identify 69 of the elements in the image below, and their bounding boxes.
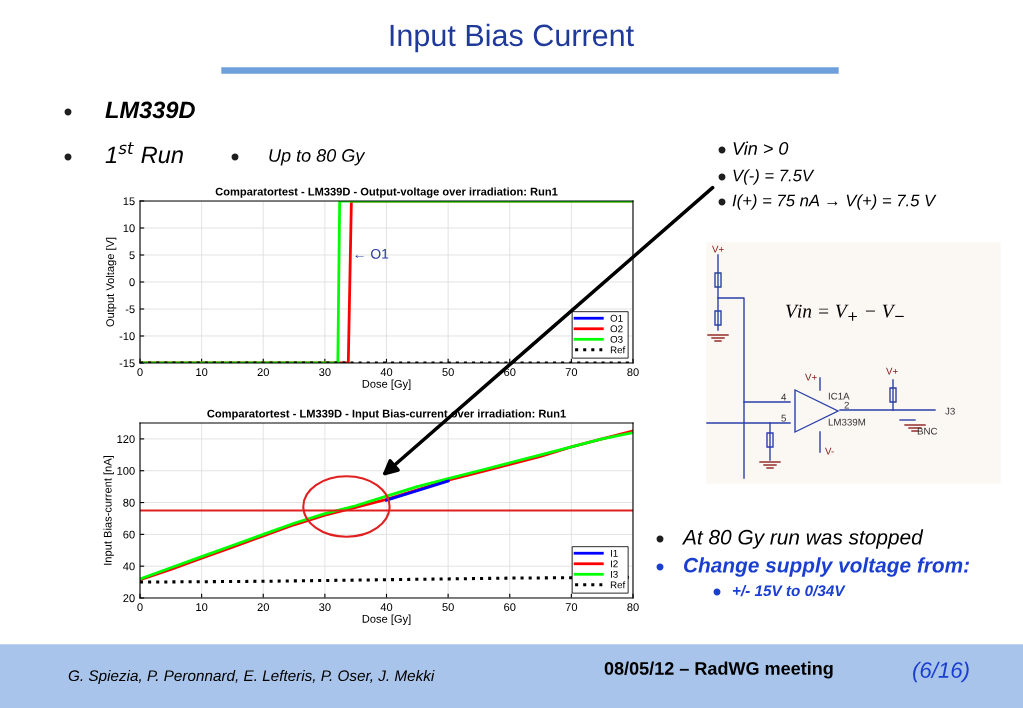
legend-label: O3	[610, 335, 623, 343]
y-tick-label: 40	[123, 562, 135, 571]
text: LM339M	[828, 418, 866, 426]
legend-label: Ref	[610, 346, 626, 354]
x-tick-label: 10	[196, 603, 208, 612]
text: Change supply voltage from:	[684, 557, 970, 577]
legend-label: I2	[610, 560, 618, 568]
text: V(-) = 7.5V	[733, 169, 815, 185]
legend-label: I1	[610, 549, 618, 557]
y-tick-label: 80	[123, 498, 135, 507]
text: Vin = V$_{+}$ − V$_{−}$	[786, 304, 904, 321]
y-axis-title: Output Voltage [V]	[105, 237, 117, 327]
y-tick-label: -10	[119, 332, 135, 341]
annotation: ← O1	[355, 248, 389, 259]
y-axis-title: Input Bias-current [nA]	[103, 456, 114, 565]
x-tick-label: 70	[565, 368, 578, 377]
text: G. Spiezia, P. Peronnard, E. Lefteris, P. Oser, J. Mekki	[68, 669, 435, 685]
y-tick-label: -5	[125, 305, 135, 314]
text: J3	[945, 407, 955, 415]
text: BNC	[917, 427, 938, 435]
chart-title: Comparatortest - LM339D - Output-voltage over irradiation: Run1	[215, 187, 558, 198]
text: I(+) = 75 nA → V(+) = 7.5 V	[732, 194, 937, 210]
text: 08/05/12 – RadWG meeting	[604, 661, 833, 679]
x-tick-label: 50	[442, 368, 454, 377]
x-tick-label: 40	[380, 603, 393, 612]
legend-label: O1	[610, 314, 623, 322]
x-axis-title: Dose [Gy]	[362, 614, 411, 625]
text: V-	[825, 447, 834, 455]
text: Up to 80 Gy	[269, 149, 366, 166]
y-tick-label: 15	[123, 197, 135, 206]
y-tick-label: 100	[117, 466, 135, 475]
text: V+	[886, 367, 898, 375]
x-axis-title: Dose [Gy]	[362, 379, 411, 390]
legend-label: O2	[610, 325, 623, 333]
x-tick-label: 80	[627, 603, 639, 612]
x-tick-label: 60	[504, 603, 516, 612]
text: 1$^{st}$ Run	[105, 142, 183, 164]
x-tick-label: 0	[137, 368, 143, 377]
y-tick-label: -15	[119, 359, 135, 368]
text: IC1A	[828, 392, 850, 400]
text: +/- 15V to 0/34V	[732, 584, 846, 597]
y-tick-label: 5	[129, 251, 135, 260]
y-tick-label: 60	[123, 530, 135, 539]
text: 5	[781, 414, 786, 422]
x-tick-label: 30	[319, 603, 331, 612]
x-tick-label: 30	[319, 368, 331, 377]
x-tick-label: 20	[257, 603, 269, 612]
text: At 80 Gy run was stopped	[681, 529, 924, 549]
y-tick-label: 120	[117, 435, 135, 444]
y-tick-label: 20	[123, 594, 135, 603]
x-tick-label: 70	[565, 603, 578, 612]
x-tick-label: 80	[627, 368, 639, 377]
legend-label: Ref	[610, 581, 626, 589]
text: 2	[844, 401, 849, 409]
legend-label: I3	[610, 570, 618, 578]
y-tick-label: 10	[123, 224, 135, 233]
text: (6/16)	[913, 661, 969, 683]
text: Vin > 0	[733, 141, 789, 155]
text: 4	[781, 393, 787, 401]
text: V+	[805, 373, 817, 381]
text: V+	[712, 245, 724, 253]
text: Input Bias Current	[390, 23, 634, 53]
x-tick-label: 10	[196, 368, 208, 377]
x-tick-label: 20	[257, 368, 269, 377]
x-tick-label: 40	[380, 368, 393, 377]
x-tick-label: 0	[137, 603, 143, 612]
y-tick-label: 0	[129, 278, 135, 287]
x-tick-label: 50	[442, 603, 454, 612]
text: LM339D	[105, 101, 195, 119]
